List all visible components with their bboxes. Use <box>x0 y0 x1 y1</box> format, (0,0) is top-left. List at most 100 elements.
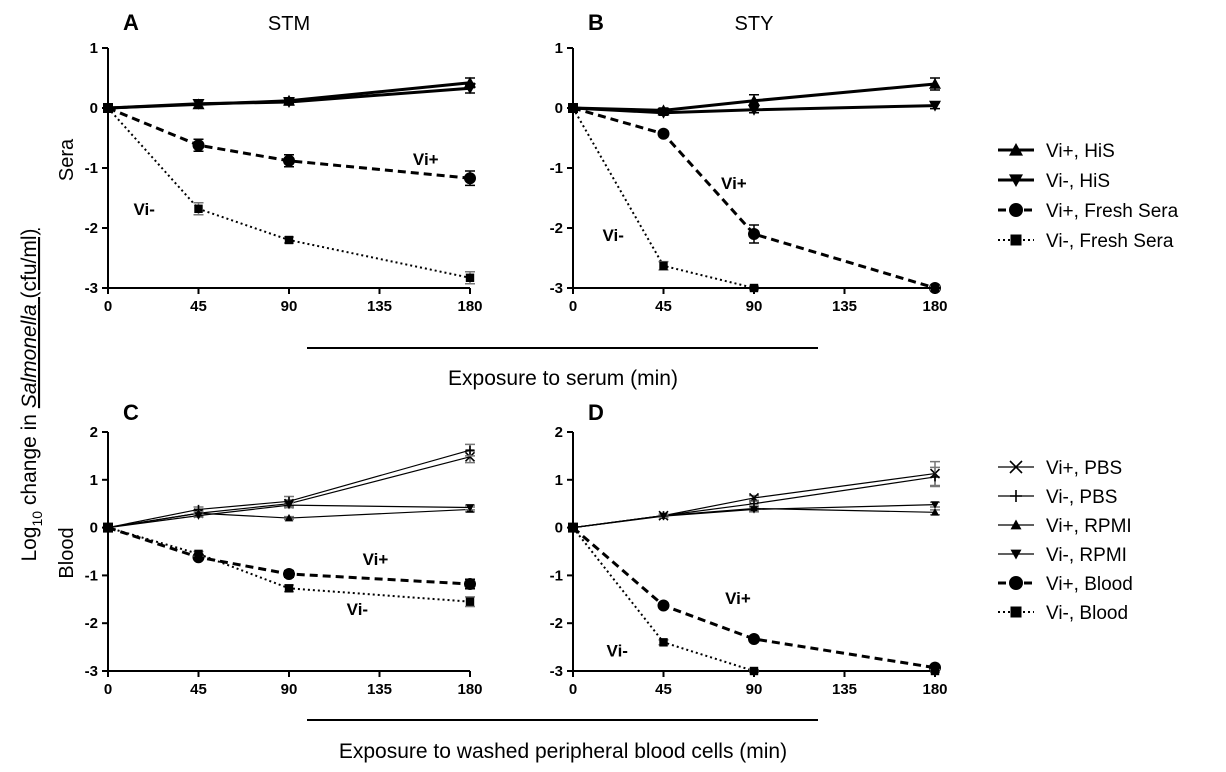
x-tick-label: 180 <box>457 298 482 315</box>
y-tick-label: 1 <box>90 472 98 489</box>
y-tick-label: -1 <box>85 160 98 177</box>
data-point <box>284 584 294 593</box>
series-line <box>107 504 471 529</box>
data-point <box>659 638 668 647</box>
data-point <box>659 512 668 521</box>
legend-item: Vi-, RPMI <box>998 545 1127 566</box>
data-point <box>659 261 668 270</box>
legend-label: Vi-, RPMI <box>1046 545 1127 566</box>
data-point <box>284 235 294 245</box>
x-tick-label: 135 <box>367 681 392 698</box>
data-point <box>192 99 205 110</box>
series-line <box>107 526 471 586</box>
legend-item: Vi+, PBS <box>998 458 1122 479</box>
panel-title: STY <box>735 13 774 35</box>
series-line <box>572 106 936 290</box>
y-axis-title-middle: change in <box>18 408 41 511</box>
y-tick-label: 1 <box>555 472 563 489</box>
data-point <box>192 139 205 152</box>
legend-marker <box>1009 174 1023 187</box>
y-tick-label: -2 <box>85 220 98 237</box>
legend-top: Vi+, HiS Vi-, HiS Vi+, Fresh Sera Vi-, Fres… <box>998 141 1179 252</box>
y-tick-label: -3 <box>550 663 563 680</box>
x-tick-label: 180 <box>457 681 482 698</box>
series-line <box>107 86 471 110</box>
data-point <box>283 567 295 580</box>
legend-label: Vi+, Fresh Sera <box>1046 201 1179 222</box>
legend-label: Vi-, PBS <box>1046 487 1117 508</box>
series-line <box>107 107 471 279</box>
x-tick-label: 135 <box>367 298 392 315</box>
data-point <box>284 513 294 522</box>
data-point <box>929 78 941 89</box>
series-vi-his <box>107 82 476 110</box>
legend-item: Vi+, RPMI <box>998 516 1132 537</box>
series-vi-blood <box>572 526 941 674</box>
legend-label: Vi+, Blood <box>1046 574 1133 595</box>
legend-label: Vi+, PBS <box>1046 458 1122 479</box>
data-point <box>284 501 294 510</box>
data-point <box>930 283 940 293</box>
annotation: Vi+ <box>725 589 751 608</box>
panel-c: C 2 1 0 -1 -2 -3 0 45 90 135 180 Vi+ Vi- <box>85 400 483 698</box>
series-line <box>572 526 936 670</box>
data-point <box>464 451 476 462</box>
annotation: Vi+ <box>721 174 747 193</box>
legend-label: Vi-, Blood <box>1046 603 1128 624</box>
y-axis-title-italic: Salmonella <box>18 304 41 408</box>
legend-marker <box>1010 549 1022 560</box>
series-vi-blood <box>572 526 940 676</box>
series-line <box>572 504 936 529</box>
legend-marker <box>1010 519 1022 530</box>
y-axis-title-subscript: 10 <box>29 511 45 527</box>
panel-title: STM <box>268 13 310 35</box>
data-point <box>464 578 476 591</box>
x-tick-label: 180 <box>922 681 947 698</box>
data-point <box>748 94 760 106</box>
x-axis-title-bottom: Exposure to washed peripheral blood cell… <box>339 740 787 763</box>
series-line <box>107 526 471 603</box>
x-axis-title-top: Exposure to serum (min) <box>448 367 678 390</box>
series-vi-fresh-sera <box>107 107 475 285</box>
legend-item: Vi-, PBS <box>998 487 1117 508</box>
legend-item: Vi-, Fresh Sera <box>998 231 1174 252</box>
legend-item: Vi+, Fresh Sera <box>998 201 1179 222</box>
data-point <box>194 204 203 213</box>
legend-label: Vi+, HiS <box>1046 141 1115 162</box>
panel-a: A STM 1 0 -1 -2 -3 0 45 90 135 180 Vi+ Vi- <box>85 10 483 315</box>
legend-label: Vi-, Fresh Sera <box>1046 231 1174 252</box>
x-tick-label: 135 <box>832 298 857 315</box>
data-point <box>283 97 295 108</box>
data-point <box>465 597 475 606</box>
y-tick-label: -1 <box>550 160 563 177</box>
annotation: Vi- <box>347 600 368 619</box>
annotation: Vi- <box>607 642 628 661</box>
legend-item: Vi+, HiS <box>998 141 1115 162</box>
y-tick-label: 2 <box>555 424 563 441</box>
series-vi-his <box>103 76 476 113</box>
legend-marker <box>1009 203 1023 217</box>
panel-letter: B <box>588 10 604 35</box>
y-tick-label: -2 <box>550 615 563 632</box>
x-tick-label: 90 <box>281 298 298 315</box>
data-point <box>194 549 203 559</box>
y-tick-label: -2 <box>85 615 98 632</box>
x-tick-label: 90 <box>746 298 763 315</box>
panel-b: B STY 1 0 -1 -2 -3 0 45 90 135 180 Vi+ Vi- <box>550 10 948 315</box>
y-tick-label: 2 <box>90 424 98 441</box>
data-point <box>657 108 670 119</box>
data-point <box>748 228 760 240</box>
chart-panels: A STM 1 0 -1 -2 -3 0 45 90 135 180 Vi+ Vi- B STY 1 0 -1 -2 -… <box>85 10 948 698</box>
data-point <box>929 100 941 112</box>
y-tick-label: -1 <box>550 567 563 584</box>
data-point <box>749 283 759 293</box>
data-point <box>465 273 475 282</box>
series-line <box>107 508 471 529</box>
row-label-blood: Blood <box>56 527 78 578</box>
series-line <box>572 526 935 672</box>
data-point <box>749 666 759 676</box>
y-tick-label: 0 <box>555 100 563 117</box>
y-tick-label: -3 <box>550 280 563 297</box>
x-tick-label: 0 <box>104 681 112 698</box>
data-point <box>194 512 203 520</box>
